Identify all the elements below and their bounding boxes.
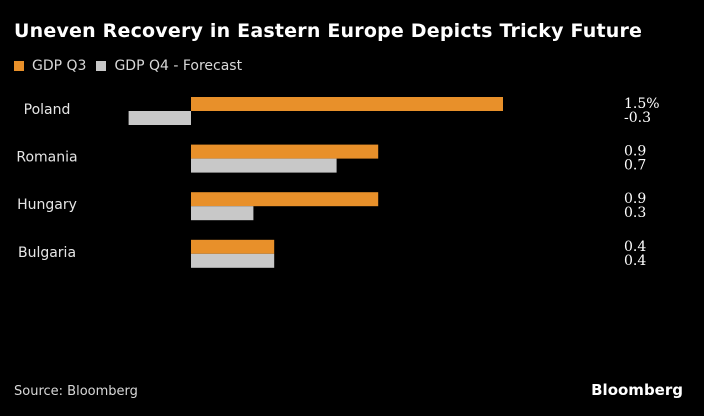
bar-hungary-q3	[191, 192, 379, 207]
bar-romania-q4	[191, 158, 337, 173]
value-label-bulgaria-q3: 0.4	[624, 239, 646, 255]
value-label-romania-q4: 0.7	[624, 158, 646, 174]
value-label-poland-q3: 1.5%	[624, 96, 660, 112]
legend: GDP Q3 GDP Q4 - Forecast	[14, 58, 252, 74]
legend-item-q4: GDP Q4 - Forecast	[96, 58, 242, 74]
value-label-bulgaria-q4: 0.4	[624, 253, 646, 269]
bar-poland-q4	[128, 111, 191, 125]
legend-item-q3: GDP Q3	[14, 58, 86, 74]
category-label-poland: Poland	[24, 102, 71, 118]
legend-label-q4: GDP Q4 - Forecast	[114, 58, 243, 74]
bar-bulgaria-q4	[191, 253, 275, 268]
legend-label-q3: GDP Q3	[32, 58, 87, 74]
chart-title: Uneven Recovery in Eastern Europe Depict…	[14, 20, 643, 42]
category-label-romania: Romania	[16, 150, 77, 166]
legend-swatch-q4	[96, 61, 107, 71]
value-label-hungary-q3: 0.9	[624, 191, 646, 207]
bar-romania-q3	[191, 144, 379, 159]
legend-swatch-q3	[14, 61, 24, 71]
source-note: Source: Bloomberg	[14, 384, 138, 399]
bloomberg-logo: Bloomberg	[591, 381, 683, 399]
bar-poland-q3	[191, 97, 503, 111]
value-label-hungary-q4: 0.3	[624, 205, 646, 221]
value-label-romania-q3: 0.9	[624, 144, 646, 160]
category-label-bulgaria: Bulgaria	[18, 245, 76, 261]
bar-bulgaria-q3	[191, 239, 275, 254]
category-label-hungary: Hungary	[17, 197, 77, 213]
bar-hungary-q4	[191, 206, 254, 221]
value-label-poland-q4: -0.3	[624, 110, 651, 126]
